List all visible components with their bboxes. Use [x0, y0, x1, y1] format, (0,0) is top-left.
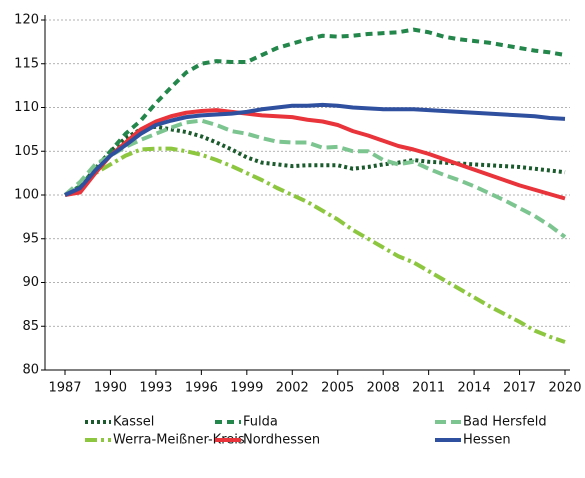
y-tick-label: 85 — [22, 319, 39, 334]
y-tick-label: 110 — [14, 100, 39, 115]
legend-label: Fulda — [243, 415, 278, 430]
series-line — [64, 108, 566, 201]
y-tick-label: 95 — [22, 231, 39, 246]
legend-label: Werra-Meißner-Kreis — [113, 433, 245, 448]
y-tick-label: 80 — [22, 363, 39, 378]
x-tick-label: 2011 — [412, 381, 445, 396]
y-tick-label: 90 — [22, 275, 39, 290]
legend-label: Nordhessen — [243, 433, 320, 448]
x-tick-label: 1987 — [48, 381, 81, 396]
x-tick-label: 1990 — [94, 381, 127, 396]
x-tick-label: 1993 — [139, 381, 172, 396]
legend-label: Hessen — [463, 433, 511, 448]
legend-label: Kassel — [113, 415, 154, 430]
y-tick-label: 115 — [14, 56, 39, 71]
series-line — [64, 146, 566, 344]
x-tick-label: 1999 — [230, 381, 263, 396]
x-tick-label: 2017 — [503, 381, 536, 396]
y-tick-label: 120 — [14, 13, 39, 28]
x-tick-label: 2014 — [458, 381, 491, 396]
series-line — [63, 124, 566, 197]
series-line — [63, 118, 567, 239]
x-tick-label: 2020 — [548, 381, 581, 396]
series-line — [64, 102, 566, 197]
x-tick-label: 2008 — [367, 381, 400, 396]
x-tick-label: 1996 — [185, 381, 218, 396]
legend-label: Bad Hersfeld — [463, 415, 547, 430]
x-tick-label: 2005 — [321, 381, 354, 396]
y-tick-label: 100 — [14, 188, 39, 203]
y-tick-label: 105 — [14, 144, 39, 159]
x-tick-label: 2002 — [276, 381, 309, 396]
